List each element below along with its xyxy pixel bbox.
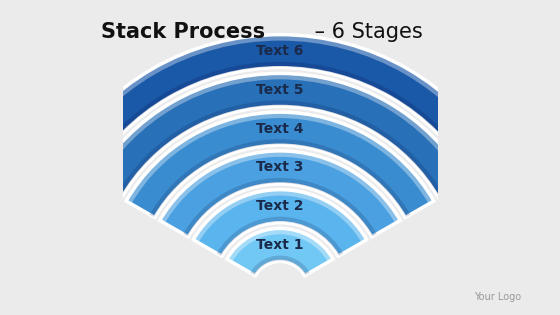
Text: Text 6: Text 6 xyxy=(256,44,304,58)
Wedge shape xyxy=(59,35,501,179)
Wedge shape xyxy=(150,139,410,217)
Wedge shape xyxy=(92,73,468,185)
Text: Stack Process: Stack Process xyxy=(101,22,265,42)
Text: – 6 Stages: – 6 Stages xyxy=(308,22,423,42)
Wedge shape xyxy=(250,255,310,275)
Wedge shape xyxy=(126,112,434,218)
Text: Text 1: Text 1 xyxy=(256,238,304,252)
Wedge shape xyxy=(160,151,400,237)
Wedge shape xyxy=(92,73,468,198)
Wedge shape xyxy=(193,190,367,256)
Wedge shape xyxy=(183,178,377,236)
Wedge shape xyxy=(59,35,501,165)
Wedge shape xyxy=(227,228,333,262)
Text: Text 3: Text 3 xyxy=(256,160,304,175)
Text: Your Logo: Your Logo xyxy=(474,292,521,302)
Wedge shape xyxy=(82,62,478,178)
Wedge shape xyxy=(217,217,343,256)
Wedge shape xyxy=(116,100,444,198)
Text: Text 5: Text 5 xyxy=(256,83,304,97)
Text: Text 2: Text 2 xyxy=(256,199,304,213)
Wedge shape xyxy=(193,190,367,243)
Text: Text 4: Text 4 xyxy=(256,122,304,136)
Wedge shape xyxy=(227,228,333,276)
Wedge shape xyxy=(126,112,434,204)
Wedge shape xyxy=(160,151,400,223)
